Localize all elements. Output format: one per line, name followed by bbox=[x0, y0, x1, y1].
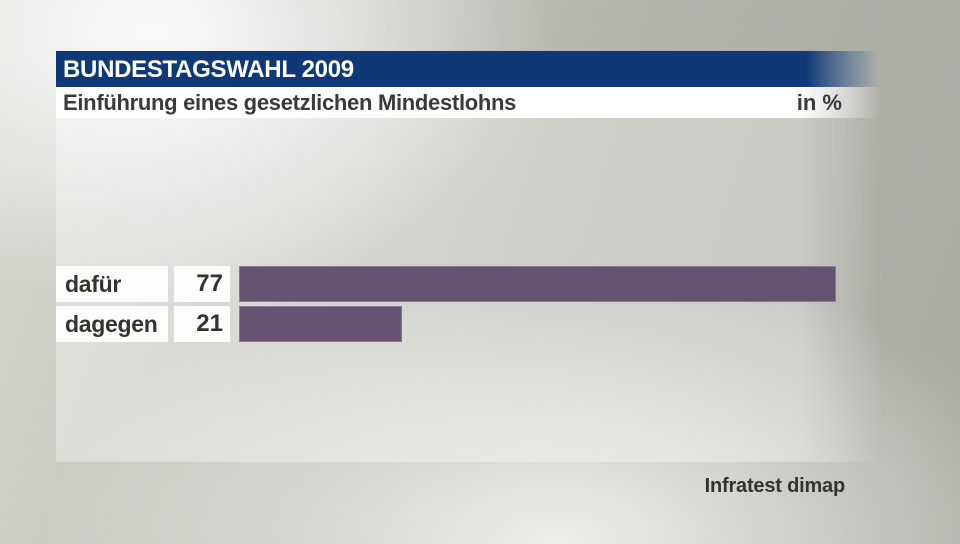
bar bbox=[239, 266, 836, 302]
bar-chart: dafür 77 dagegen 21 bbox=[56, 266, 836, 346]
table-row: dafür 77 bbox=[56, 266, 836, 302]
table-row: dagegen 21 bbox=[56, 306, 836, 342]
unit-label: in % bbox=[796, 89, 842, 115]
bar bbox=[239, 306, 402, 342]
chart-subtitle: Einführung eines gesetzlichen Mindestloh… bbox=[63, 89, 517, 115]
category-label: dagegen bbox=[56, 306, 168, 342]
value-label: 77 bbox=[174, 266, 230, 302]
subtitle-bar: Einführung eines gesetzlichen Mindestloh… bbox=[56, 87, 880, 118]
source-credit: Infratest dimap bbox=[704, 475, 846, 497]
value-label: 21 bbox=[174, 306, 230, 342]
title-bar: BUNDESTAGSWAHL 2009 bbox=[56, 51, 880, 87]
content-panel bbox=[56, 51, 884, 462]
page-title: BUNDESTAGSWAHL 2009 bbox=[63, 56, 354, 83]
category-label: dafür bbox=[56, 266, 168, 302]
